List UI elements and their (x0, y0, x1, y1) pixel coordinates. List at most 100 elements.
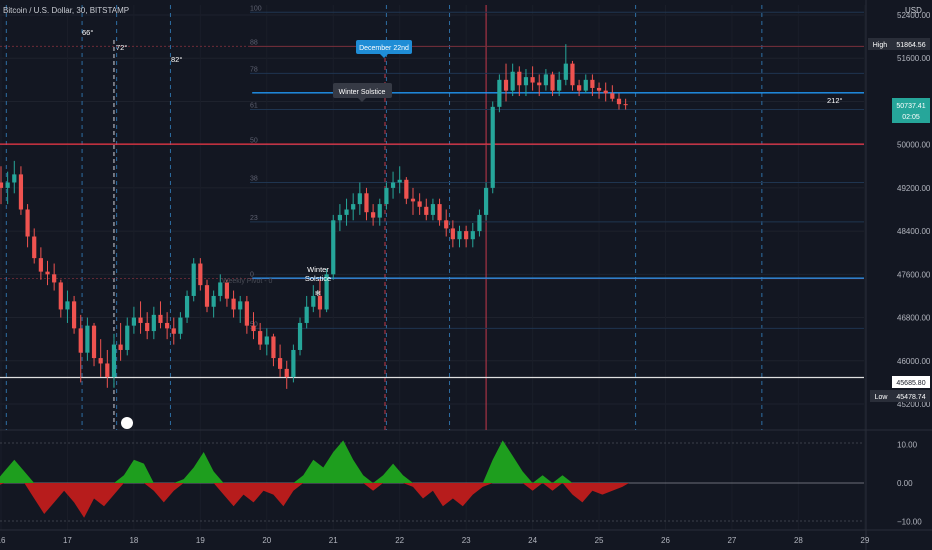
winter-label-line2: Solstice (305, 274, 331, 283)
candle-body (397, 179, 402, 183)
solstice-callout[interactable]: Winter Solstice (333, 83, 392, 102)
low-tag: Low 45478.74 (870, 390, 930, 402)
december-callout-text: December 22nd (359, 45, 409, 52)
level-tag-value: 45685.80 (896, 380, 925, 387)
time-tick-label: 18 (129, 536, 138, 545)
candle-body (58, 282, 63, 310)
candle-body (483, 187, 489, 215)
candle-body (297, 322, 303, 350)
december-callout[interactable]: December 22nd (356, 40, 412, 58)
price-tick-label: 46800.00 (897, 314, 931, 323)
candle-body (38, 258, 43, 272)
candle-body (444, 220, 449, 229)
price-tick-label: 52400.00 (897, 11, 931, 20)
candle-body (91, 325, 97, 359)
oscillator-tick-label: 10.00 (897, 440, 918, 449)
candle-body (52, 274, 57, 283)
candle-body (583, 79, 588, 91)
solstice-callout-box (333, 83, 392, 98)
candle-body (543, 74, 548, 86)
candle-body (390, 182, 396, 188)
candle-body (145, 322, 150, 332)
candle-body (151, 314, 156, 332)
candle-body (424, 206, 429, 215)
candle-body (65, 301, 70, 310)
candle-body (138, 317, 143, 323)
fib-level-label: 0 (250, 272, 254, 279)
time-tick-label: 23 (462, 536, 471, 545)
time-tick-label: 27 (727, 536, 736, 545)
candle-body (331, 220, 336, 275)
candle-body (291, 349, 296, 377)
candle-body (517, 71, 522, 86)
oscillator-negative-area (0, 483, 629, 518)
candle-body (410, 198, 416, 202)
candle-body (178, 317, 183, 334)
time-tick-label: 29 (860, 536, 869, 545)
candle-body (344, 209, 349, 215)
candle-body (18, 174, 24, 210)
candle-body (570, 63, 575, 86)
candle-body (450, 228, 455, 240)
horizontal-lines (0, 92, 864, 379)
candles (0, 44, 628, 389)
bar-countdown: 02:05 (902, 114, 920, 121)
time-tick-label: 22 (395, 536, 404, 545)
candle-body (184, 295, 190, 318)
candle-body (284, 368, 289, 377)
time-tick-label: 17 (63, 536, 72, 545)
candle-body (218, 282, 223, 296)
candle-body (371, 212, 376, 218)
price-tick-label: 48400.00 (897, 227, 931, 236)
price-tick-label: 50000.00 (897, 141, 931, 150)
candle-body (563, 63, 568, 80)
candle-body (224, 282, 230, 299)
time-tick-label: 24 (528, 536, 537, 545)
candle-body (5, 182, 10, 188)
fib-level-label: 38 (250, 175, 258, 182)
candle-body (577, 85, 582, 91)
december-callout-pointer (380, 54, 388, 58)
high-tag-label: High (873, 42, 888, 49)
candle-body (198, 263, 203, 286)
candle-body (377, 204, 382, 218)
candle-body (503, 79, 509, 91)
candle-body (337, 214, 342, 221)
high-tag-value: 51864.56 (896, 42, 925, 49)
symbol-title[interactable]: Bitcoin / U.S. Dollar, 30, BITSTAMP (3, 6, 129, 15)
weekly-pivot-label: Weekly Pivot - 0 (222, 278, 273, 285)
solstice-callout-text: Winter Solstice (339, 89, 386, 96)
candle-body (357, 193, 362, 205)
candle-body (351, 204, 356, 210)
candle-body (0, 182, 4, 188)
candle-body (105, 363, 110, 377)
time-tick-label: 28 (794, 536, 803, 545)
fib-level-label: 100 (250, 5, 262, 12)
oscillator-tick-label: 0.00 (897, 479, 913, 488)
time-axis[interactable]: 16 17 18 19 20 21 22 23 24 25 26 27 28 29 (0, 529, 932, 545)
candle-body (271, 336, 276, 359)
candle-body (537, 82, 542, 86)
candle-body (311, 295, 316, 307)
oscillator-pane (0, 440, 629, 518)
candle-body (12, 174, 17, 183)
candle-body (211, 295, 216, 307)
fib-level-label: 61 (250, 103, 258, 110)
candle-body (523, 77, 529, 86)
angle-label-212: 212° (827, 96, 843, 105)
price-tick-label: 49200.00 (897, 184, 931, 193)
candle-body (384, 187, 389, 205)
candle-body (118, 344, 123, 350)
candle-body (71, 301, 77, 329)
candle-body (251, 325, 256, 332)
candle-body (98, 358, 103, 364)
candle-body (590, 79, 595, 88)
angle-label-66: 66° (82, 28, 93, 37)
price-tick-label: 46000.00 (897, 357, 931, 366)
level-tag-box (892, 376, 930, 388)
winter-label-line1: Winter (307, 265, 329, 274)
candle-body (557, 79, 562, 91)
candle-body (324, 274, 329, 310)
